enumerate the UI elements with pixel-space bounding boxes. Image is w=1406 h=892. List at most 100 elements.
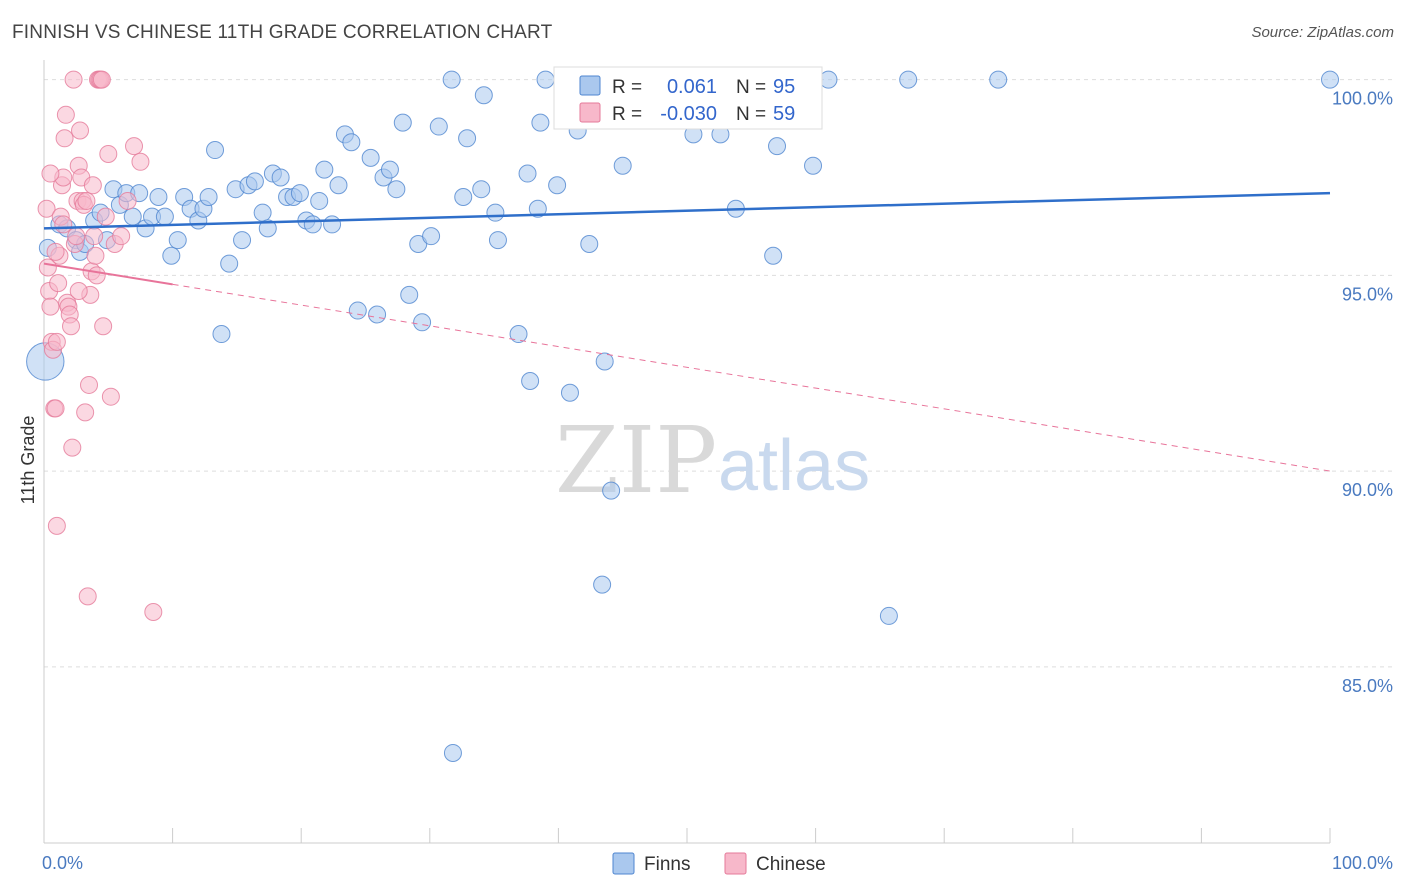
finns-point xyxy=(602,481,621,500)
legend: Finns Chinese xyxy=(612,852,826,875)
chinese-trend-line-solid xyxy=(43,262,173,286)
finns-point xyxy=(474,86,493,105)
finns-point xyxy=(518,164,537,183)
finns-point xyxy=(528,199,547,218)
finns-point xyxy=(323,215,342,234)
chinese-point xyxy=(94,317,113,336)
y-tick-label: 100.0% xyxy=(1332,89,1393,109)
chinese-point xyxy=(54,215,73,234)
finns-point xyxy=(206,141,225,160)
watermark: ZIP atlas xyxy=(555,407,870,514)
finns-point xyxy=(1321,70,1339,89)
finns-point xyxy=(472,180,491,199)
finns-point xyxy=(442,70,461,89)
finns-point xyxy=(486,203,505,222)
finns-point xyxy=(521,372,540,391)
chinese-point xyxy=(86,246,105,265)
y-axis-label: 11th Grade xyxy=(18,416,38,505)
stats-finns-r-value: 0.061 xyxy=(667,76,717,98)
stats-finns-swatch xyxy=(579,75,601,96)
finns-point xyxy=(220,254,239,273)
chinese-point xyxy=(101,387,120,406)
finns-point xyxy=(368,305,387,324)
chinese-point xyxy=(49,274,68,293)
finns-point xyxy=(819,70,838,89)
finns-point xyxy=(989,70,1008,89)
finns-point xyxy=(271,168,290,187)
watermark-zip: ZIP xyxy=(555,407,717,514)
chinese-point xyxy=(63,438,82,457)
finns-point xyxy=(458,129,477,148)
finns-point xyxy=(804,156,823,175)
chinese-point xyxy=(118,191,137,210)
chinese-point xyxy=(144,603,163,622)
chinese-point xyxy=(47,332,66,351)
legend-chinese-swatch[interactable] xyxy=(724,852,747,875)
stats-finns-n-value: 95 xyxy=(773,76,795,98)
chinese-point xyxy=(56,105,75,124)
chinese-point xyxy=(87,266,106,285)
finns-point xyxy=(290,184,309,203)
finns-point xyxy=(315,160,334,179)
finns-point xyxy=(253,203,272,222)
chinese-point xyxy=(41,297,60,316)
finns-point xyxy=(509,325,528,344)
finns-point xyxy=(387,180,406,199)
legend-chinese-label[interactable]: Chinese xyxy=(756,854,826,875)
stats-chinese-n-label: N = xyxy=(736,104,766,125)
stats-finns-r-label: R = xyxy=(612,77,642,98)
legend-finns-swatch[interactable] xyxy=(612,852,635,875)
chinese-trend-line-dashed xyxy=(172,283,1331,472)
chinese-point xyxy=(69,281,88,300)
finns-point xyxy=(400,285,419,304)
finns-point xyxy=(199,188,218,207)
stats-finns-n-label: N = xyxy=(736,77,766,98)
finns-point xyxy=(593,575,612,594)
finns-point xyxy=(212,325,231,344)
finns-point xyxy=(393,113,412,132)
stats-chinese-n-value: 59 xyxy=(773,103,795,125)
chinese-point xyxy=(67,227,86,246)
finns-point xyxy=(413,313,432,332)
finns-point xyxy=(310,191,329,210)
finns-point xyxy=(454,188,473,207)
finns-point xyxy=(303,215,322,234)
source-label: Source: ZipAtlas.com xyxy=(1251,24,1394,41)
chinese-point xyxy=(77,191,96,210)
chinese-point xyxy=(38,258,57,277)
finns-point xyxy=(613,156,632,175)
legend-finns-label[interactable]: Finns xyxy=(644,854,690,875)
chinese-point xyxy=(83,176,102,195)
chinese-point xyxy=(62,317,81,336)
finns-point xyxy=(595,352,614,371)
x-tick-labels: 0.0% 100.0% xyxy=(42,853,1393,873)
chinese-point xyxy=(125,137,144,156)
chinese-point xyxy=(92,70,111,89)
finns-point xyxy=(536,70,555,89)
finns-point xyxy=(361,148,380,167)
chinese-point xyxy=(78,587,97,606)
finns-point xyxy=(162,246,181,265)
chinese-point xyxy=(112,227,131,246)
y-tick-label: 95.0% xyxy=(1342,284,1393,304)
finns-point xyxy=(429,117,448,136)
y-tick-labels: 85.0% 90.0% 95.0% 100.0% xyxy=(1332,89,1393,696)
chinese-point xyxy=(96,207,115,226)
x-tick-label-max: 100.0% xyxy=(1332,853,1393,873)
chinese-points xyxy=(37,70,163,622)
grid-lines xyxy=(44,79,1394,668)
chinese-point xyxy=(71,121,90,140)
finns-point xyxy=(531,113,550,132)
chinese-point xyxy=(76,403,95,422)
chinese-point xyxy=(55,129,74,148)
finns-point xyxy=(123,207,142,226)
finns-point xyxy=(422,227,441,246)
x-tick-label-min: 0.0% xyxy=(42,853,83,873)
finns-point xyxy=(764,246,783,265)
finns-point xyxy=(443,743,462,762)
stats-box: R = 0.061 N = 95 R = -0.030 N = 59 xyxy=(553,66,823,130)
finns-point xyxy=(879,606,898,625)
finns-point xyxy=(348,301,367,320)
axes xyxy=(43,60,1331,844)
